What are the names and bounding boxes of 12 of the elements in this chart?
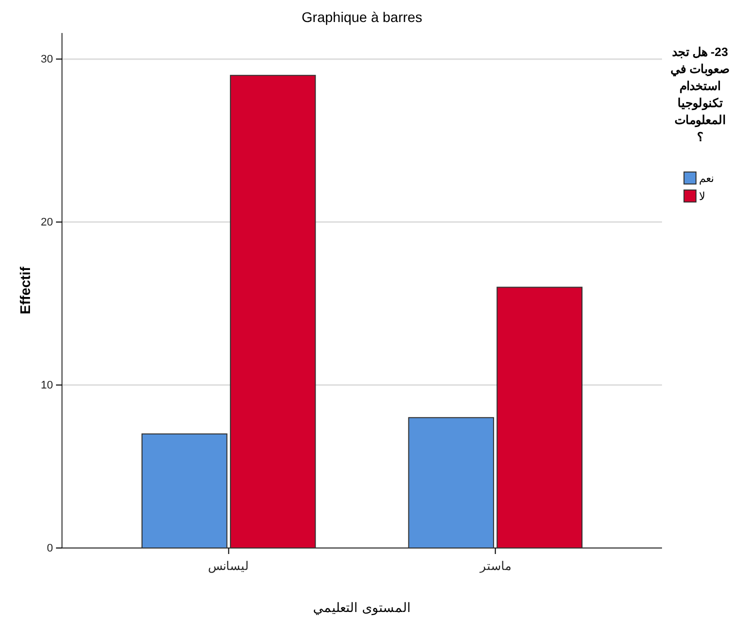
legend-label: نعم [699,173,714,185]
x-axis-title: المستوى التعليمي [313,600,411,616]
y-tick-label: 20 [40,216,53,229]
x-tick-label: ليسانس [208,559,250,574]
legend-title: 23- هل تجد صعوبات في استخدام تكنولوجيا المعلومات ؟ [670,45,730,144]
y-tick-label: 30 [40,54,53,66]
y-tick-label: 0 [46,542,53,555]
legend-label: لا [699,191,705,203]
x-tick-label: ماستر [478,559,511,574]
y-tick-label: 10 [40,380,53,392]
chart-title: Graphique à barres [302,9,422,25]
y-axis-title: Effectif [17,266,33,314]
